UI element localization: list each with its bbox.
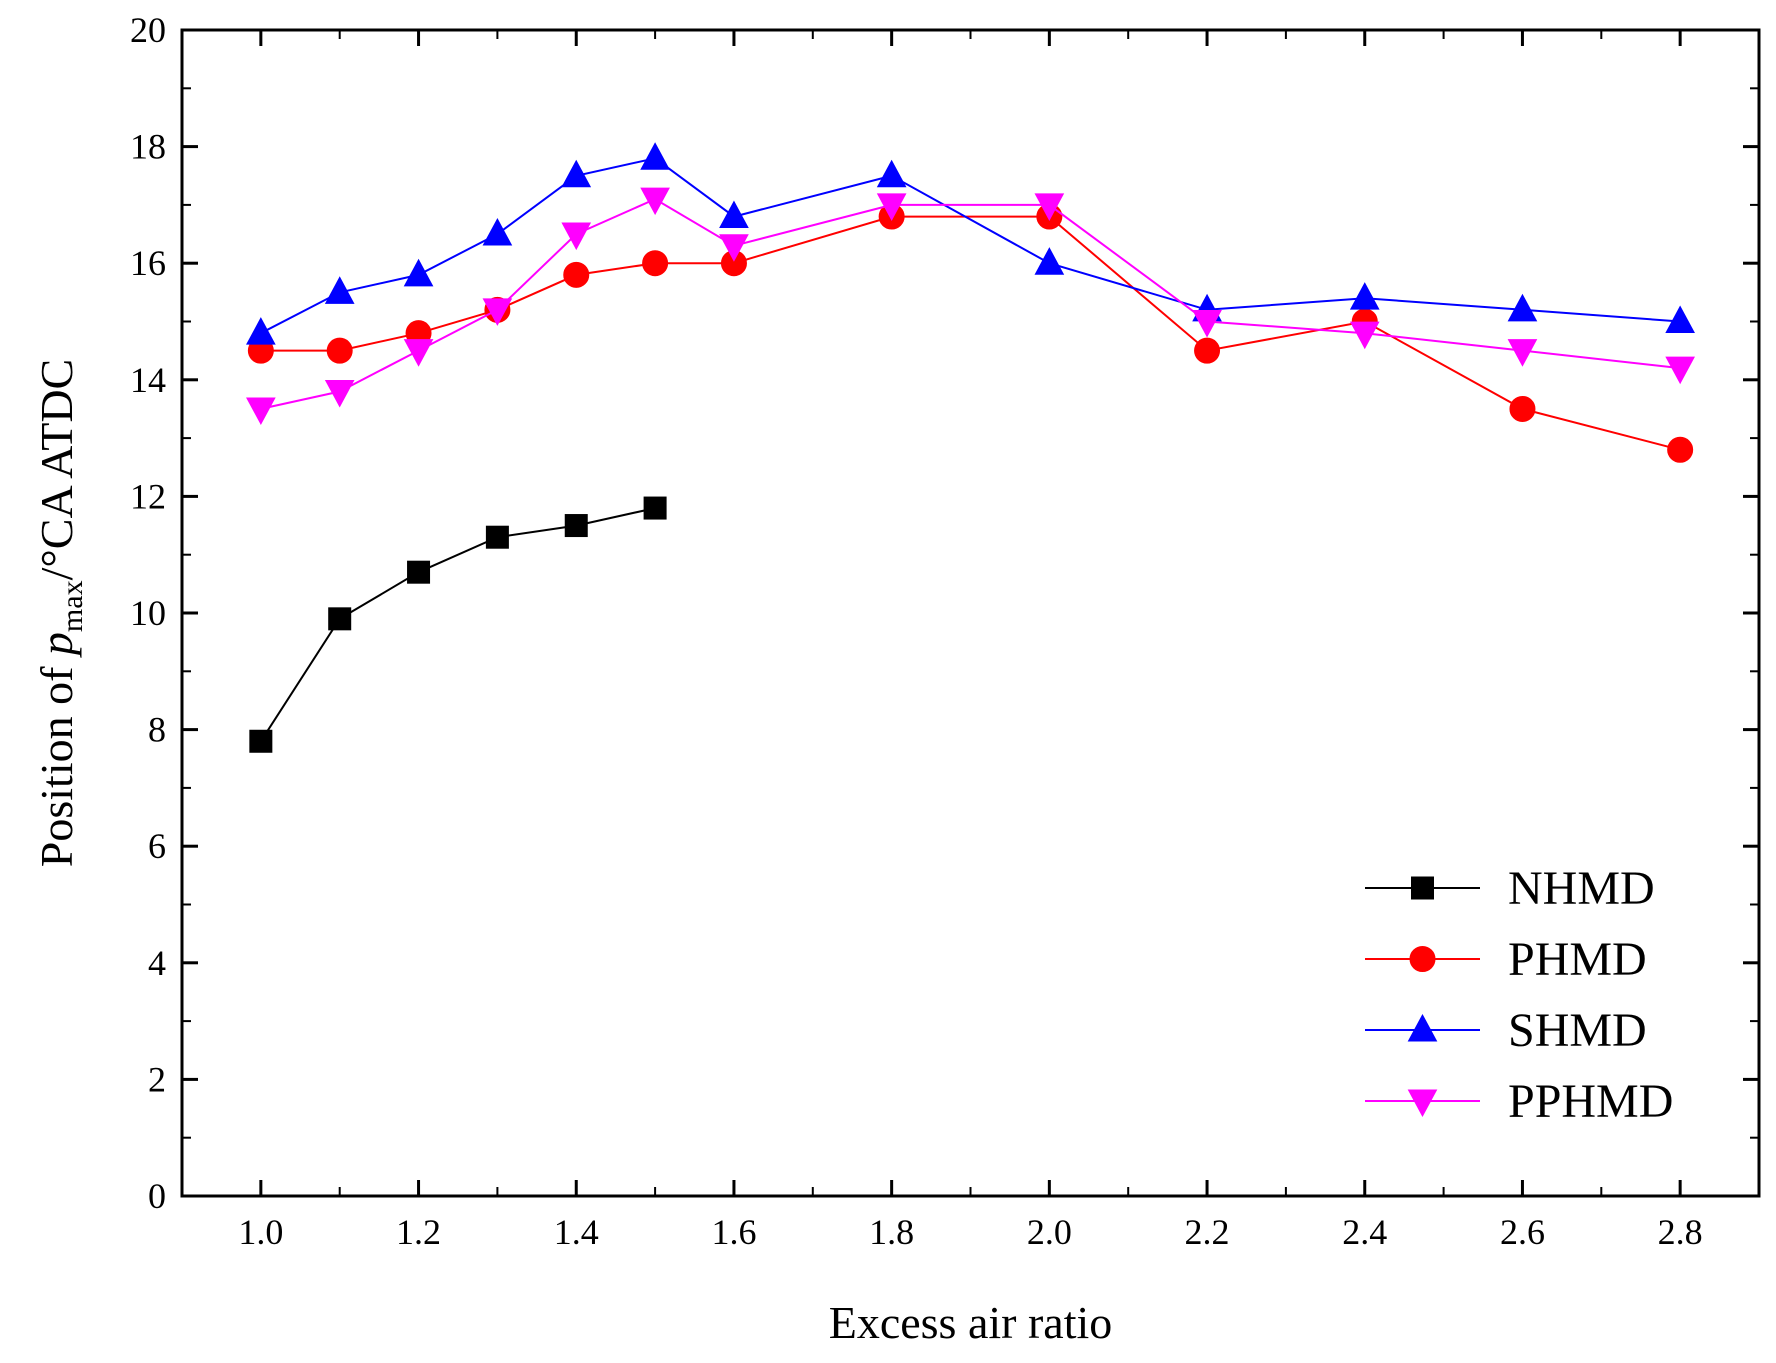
data-point-pphmd	[1507, 339, 1538, 367]
y-tick-label: 20	[130, 10, 166, 50]
data-point-pphmd	[403, 339, 434, 367]
data-point-nhmd	[485, 525, 509, 549]
y-tick-label: 16	[130, 243, 166, 283]
y-axis-title: Position of pmax/°CA ATDC	[31, 359, 89, 867]
series-line-shmd	[260, 157, 1681, 335]
data-point-pphmd	[561, 222, 592, 251]
legend-item-phmd: PHMD	[1365, 933, 1647, 986]
x-tick-label: 1.8	[869, 1212, 914, 1252]
data-point-phmd	[326, 337, 353, 364]
x-tick-label: 1.2	[396, 1212, 441, 1252]
series-group	[246, 142, 1695, 753]
data-point-phmd	[563, 261, 590, 288]
data-point-phmd	[1509, 395, 1536, 422]
y-tick-label: 6	[148, 826, 166, 866]
data-point-phmd	[1194, 337, 1221, 364]
y-axis-title-subscript: max	[56, 580, 89, 632]
y-tick-label: 10	[130, 593, 166, 633]
data-point-shmd	[1349, 282, 1380, 310]
data-point-shmd	[324, 276, 355, 304]
legend-label-phmd: PHMD	[1508, 933, 1647, 986]
x-tick-label: 2.6	[1500, 1212, 1545, 1252]
data-point-shmd	[640, 142, 670, 170]
plot-frame	[180, 28, 1761, 1198]
legend-marker-shmd	[1407, 1013, 1438, 1042]
series-pphmd	[246, 187, 1695, 426]
legend-marker-phmd	[1409, 946, 1436, 972]
legend-item-shmd: SHMD	[1365, 1004, 1647, 1057]
data-point-pphmd	[719, 234, 749, 262]
series-line-nhmd	[259, 507, 656, 742]
legend-item-nhmd: NHMD	[1365, 862, 1655, 915]
data-point-shmd	[246, 317, 276, 345]
series-shmd	[246, 142, 1695, 345]
tick-labels: 1.0 1.2 1.4 1.6 1.8 2.0 2.2 2.4 2.6 2.8 0 2 4 6 8 10 12 1…	[130, 10, 1703, 1252]
x-tick-label: 2.0	[1027, 1212, 1072, 1252]
series-nhmd	[249, 496, 667, 753]
data-point-pphmd	[1034, 193, 1065, 221]
data-point-shmd	[1507, 293, 1538, 322]
series-line-phmd	[260, 215, 1681, 451]
x-tick-label: 2.8	[1658, 1212, 1703, 1252]
data-point-nhmd	[564, 514, 588, 538]
data-point-pphmd	[482, 298, 513, 326]
data-point-shmd	[719, 200, 749, 229]
x-axis-title: Excess air ratio	[829, 1297, 1113, 1348]
y-tick-label: 2	[148, 1059, 166, 1099]
y-tick-label: 0	[148, 1176, 166, 1216]
y-tick-label: 8	[148, 710, 166, 750]
data-point-nhmd	[407, 560, 431, 584]
data-point-nhmd	[249, 729, 273, 753]
legend-marker-nhmd	[1411, 876, 1434, 900]
data-point-shmd	[403, 258, 434, 287]
y-axis-title-prefix: Position of	[31, 655, 82, 867]
y-tick-label: 14	[130, 360, 166, 400]
data-point-pphmd	[1192, 310, 1222, 338]
data-point-shmd	[876, 159, 907, 188]
x-tick-label: 1.6	[711, 1212, 756, 1252]
series-phmd	[247, 203, 1694, 463]
data-point-nhmd	[643, 496, 667, 520]
data-point-nhmd	[328, 607, 352, 631]
x-tick-label: 1.4	[554, 1212, 599, 1252]
legend-label-shmd: SHMD	[1508, 1004, 1647, 1057]
y-axis-title-suffix: /°CA ATDC	[31, 359, 82, 581]
y-tick-label: 4	[148, 943, 166, 983]
legend-label-pphmd: PPHMD	[1508, 1075, 1673, 1128]
y-tick-label: 12	[130, 476, 166, 516]
y-axis-title-symbol: p	[31, 632, 82, 658]
data-point-pphmd	[1665, 356, 1695, 385]
data-point-shmd	[482, 217, 513, 246]
data-point-pphmd	[1349, 321, 1380, 350]
x-tick-label: 2.4	[1342, 1212, 1387, 1252]
data-point-shmd	[561, 159, 592, 188]
legend-item-pphmd: PPHMD	[1365, 1075, 1673, 1128]
legend: NHMD PHMD SHMD PPHMD	[1365, 862, 1673, 1128]
data-point-phmd	[1667, 436, 1694, 463]
data-point-shmd	[1034, 247, 1065, 275]
data-point-pphmd	[324, 379, 355, 408]
data-point-pphmd	[876, 193, 907, 221]
legend-label-nhmd: NHMD	[1508, 862, 1655, 915]
data-point-pphmd	[640, 187, 670, 216]
data-point-pphmd	[246, 397, 276, 426]
x-tick-label: 2.2	[1185, 1212, 1230, 1252]
y-tick-label: 18	[130, 127, 166, 167]
data-point-shmd	[1665, 305, 1695, 333]
x-tick-label: 1.0	[238, 1212, 283, 1252]
data-point-phmd	[642, 250, 669, 277]
legend-marker-pphmd	[1407, 1089, 1438, 1118]
